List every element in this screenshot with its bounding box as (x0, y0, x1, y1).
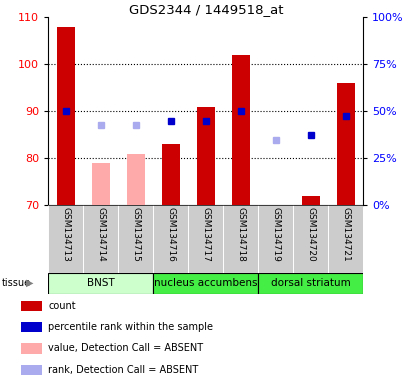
Title: GDS2344 / 1449518_at: GDS2344 / 1449518_at (129, 3, 283, 16)
Text: GSM134715: GSM134715 (131, 207, 140, 262)
Bar (21, 343, 42, 354)
Bar (21, 301, 42, 311)
Bar (232, 55, 249, 205)
Bar (337, 83, 354, 205)
Bar (197, 107, 215, 205)
Text: GSM134719: GSM134719 (271, 207, 280, 262)
Text: ▶: ▶ (26, 278, 34, 288)
Text: GSM134714: GSM134714 (96, 207, 105, 262)
Text: GSM134718: GSM134718 (236, 207, 245, 262)
Text: dorsal striatum: dorsal striatum (271, 278, 351, 288)
Bar (21, 322, 42, 333)
Bar (57, 27, 75, 205)
Text: GSM134716: GSM134716 (166, 207, 175, 262)
Text: GSM134713: GSM134713 (61, 207, 70, 262)
Bar (258, 273, 363, 294)
Bar (48, 273, 153, 294)
Bar (92, 163, 110, 205)
Bar (153, 273, 258, 294)
Text: rank, Detection Call = ABSENT: rank, Detection Call = ABSENT (48, 364, 199, 375)
Text: BNST: BNST (87, 278, 115, 288)
Text: count: count (48, 301, 76, 311)
Text: GSM134720: GSM134720 (306, 207, 315, 262)
Text: GSM134717: GSM134717 (201, 207, 210, 262)
Bar (162, 144, 180, 205)
Text: nucleus accumbens: nucleus accumbens (154, 278, 257, 288)
Text: tissue: tissue (2, 278, 31, 288)
Bar (127, 154, 144, 205)
Text: value, Detection Call = ABSENT: value, Detection Call = ABSENT (48, 343, 204, 354)
Text: GSM134721: GSM134721 (341, 207, 350, 262)
Bar (21, 364, 42, 375)
Bar (302, 196, 320, 205)
Text: percentile rank within the sample: percentile rank within the sample (48, 322, 213, 333)
